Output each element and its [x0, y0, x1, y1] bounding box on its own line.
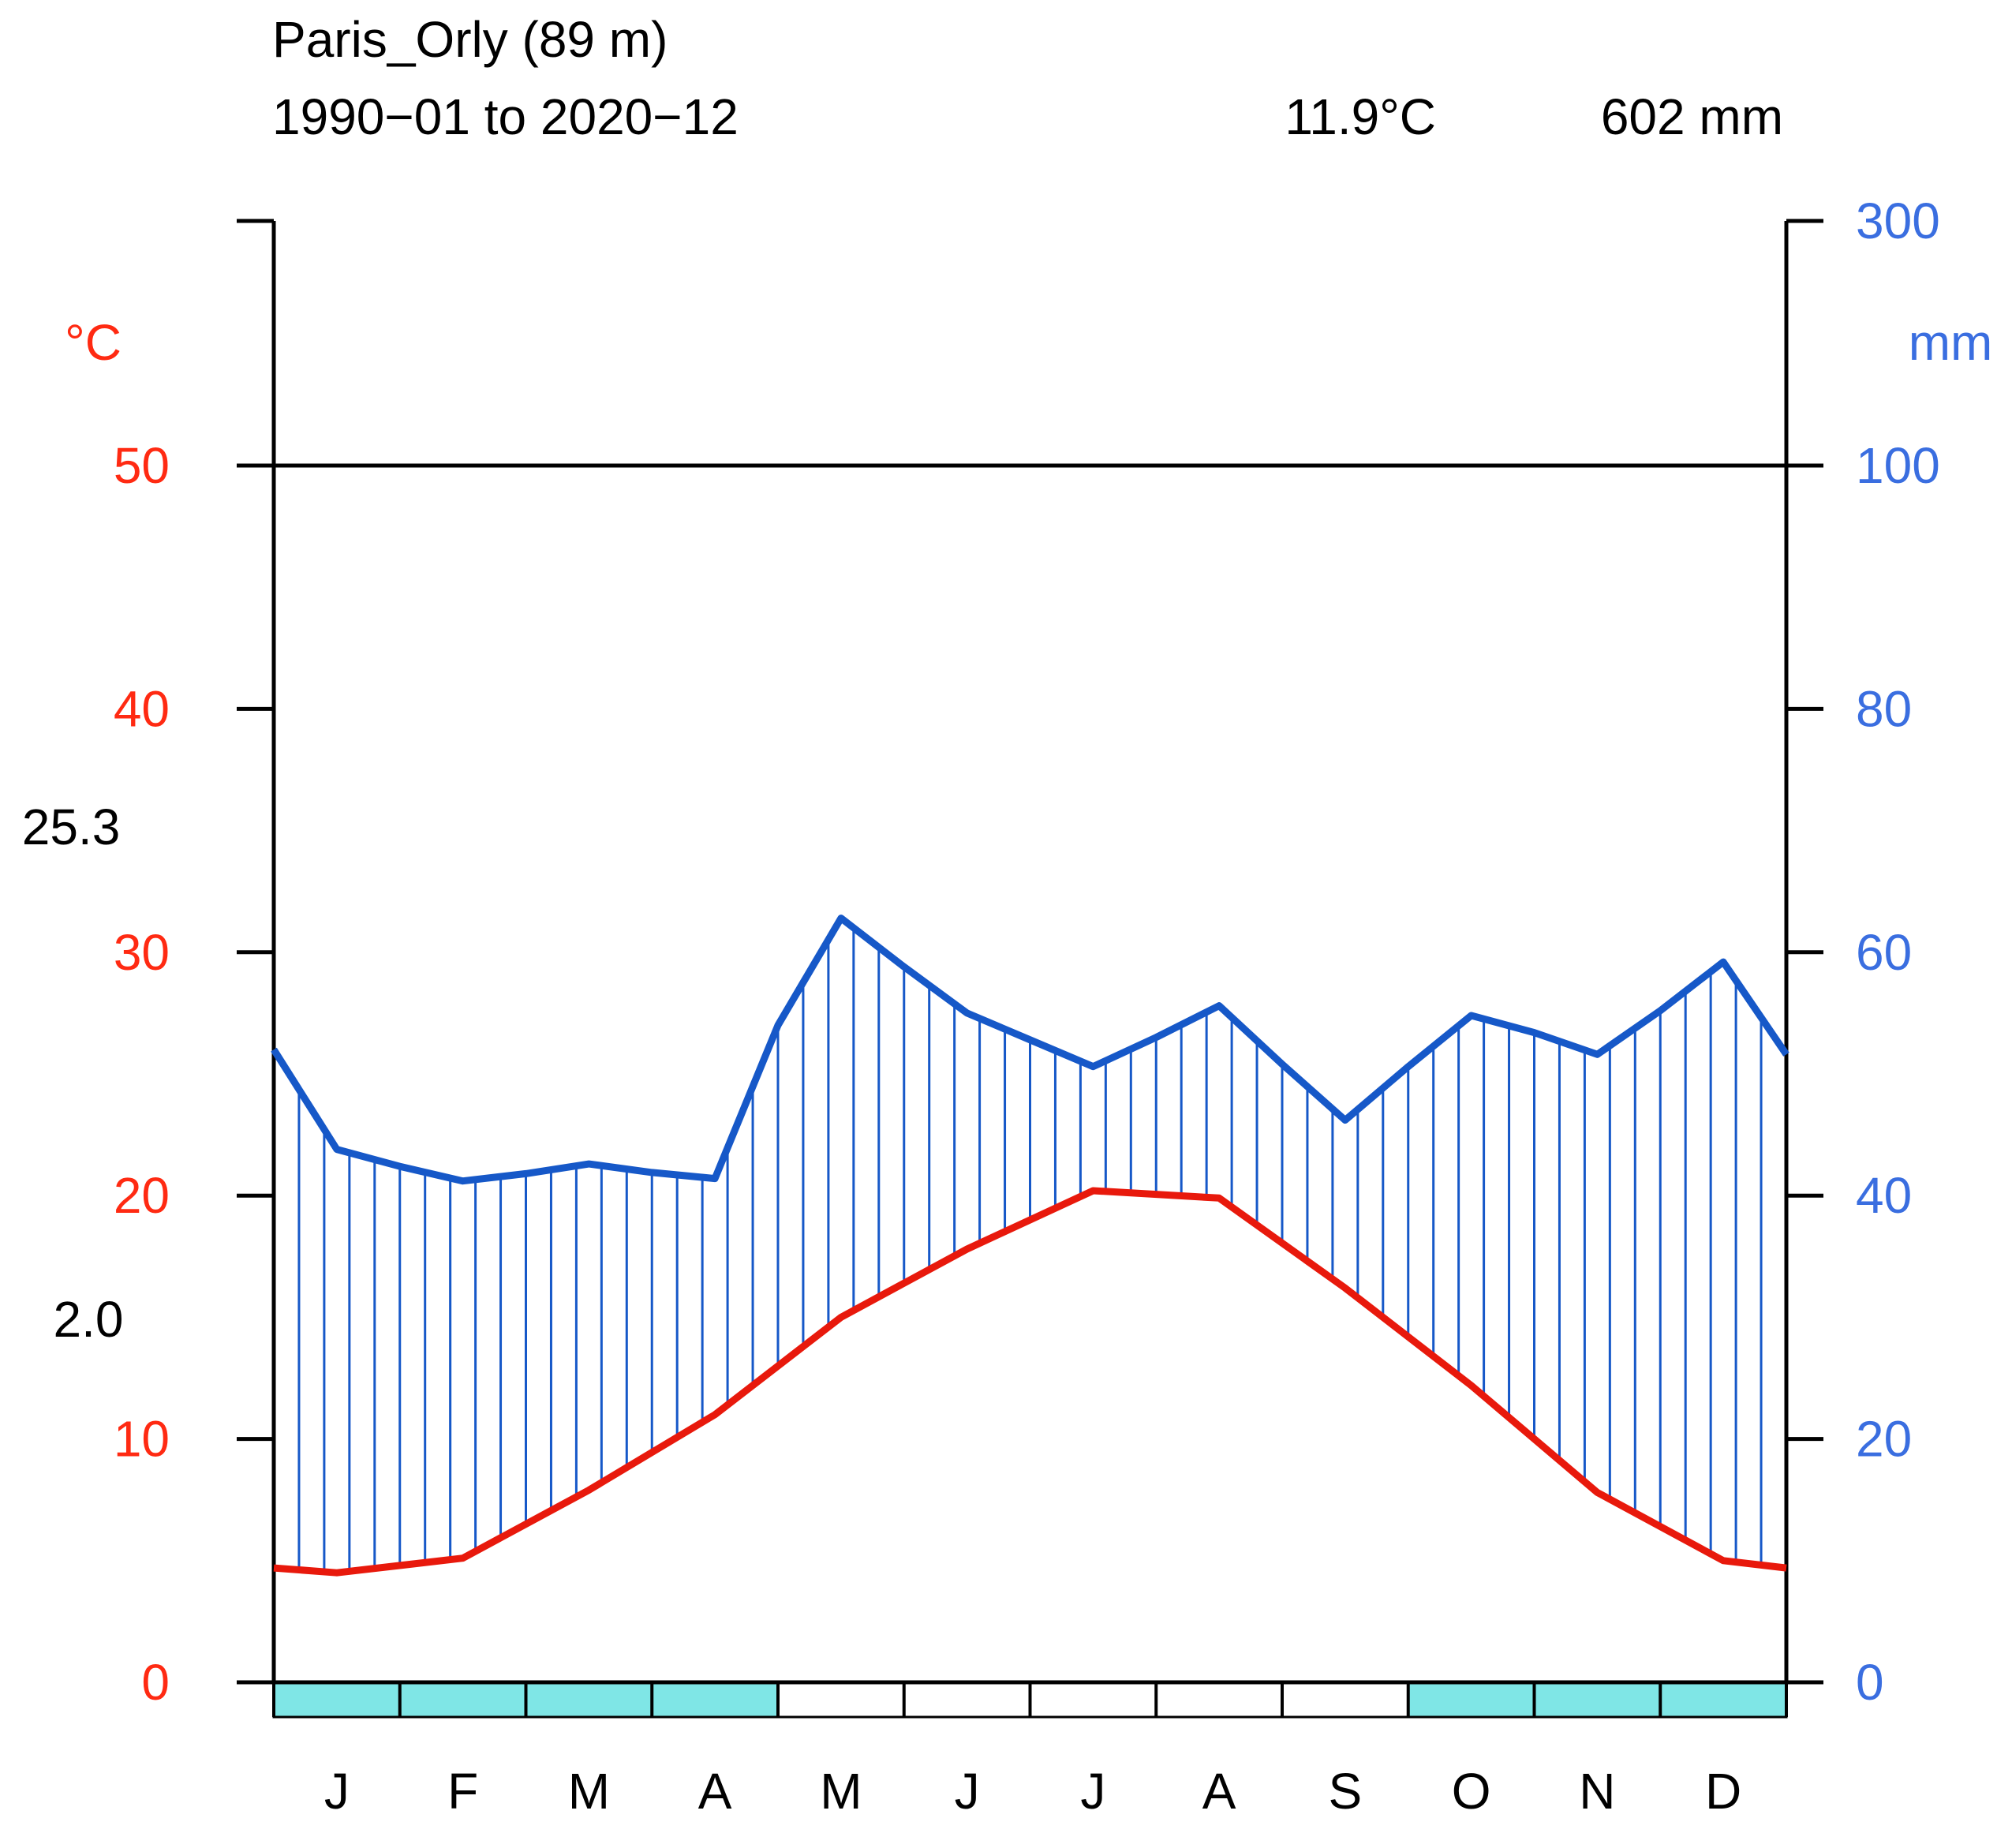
station-title: Paris_Orly (89 m)	[272, 11, 668, 68]
max-temp-label: 25.3	[22, 799, 121, 855]
min-temp-label: 2.0	[54, 1291, 124, 1348]
left-tick-label: 0	[141, 1654, 170, 1711]
axis-ticks: 0 10 20 30 40 50 0 20 40 60 80 100 300	[114, 193, 1940, 1711]
frost-month-cell	[525, 1681, 653, 1719]
left-tick-label: 40	[114, 680, 170, 737]
right-axis-unit: mm	[1909, 314, 1993, 371]
month-label: M	[568, 1763, 610, 1820]
month-label: A	[698, 1763, 732, 1820]
right-tick-label: 0	[1856, 1654, 1884, 1711]
left-tick-label: 30	[114, 924, 170, 981]
annual-precipitation: 602 mm	[1601, 88, 1783, 145]
mean-temperature: 11.9°C	[1285, 88, 1436, 145]
month-label: M	[820, 1763, 862, 1820]
period-label: 1990−01 to 2020−12	[272, 88, 739, 145]
left-axis-unit: °C	[65, 314, 122, 371]
frost-month-cell	[650, 1681, 780, 1719]
frost-month-cell	[1407, 1681, 1535, 1719]
precipitation-line	[271, 915, 1789, 1185]
frost-month-cell	[398, 1681, 527, 1719]
temperature-line	[273, 1187, 1787, 1577]
right-tick-label: 100	[1856, 437, 1940, 494]
left-tick-label: 10	[114, 1411, 170, 1468]
left-tick-label: 50	[114, 437, 170, 494]
humid-hatching	[272, 927, 1788, 1572]
right-tick-label: 60	[1856, 924, 1912, 981]
month-label: J	[1080, 1763, 1105, 1820]
left-tick-label: 20	[114, 1167, 170, 1224]
right-tick-label: 300	[1856, 193, 1940, 249]
month-label: F	[447, 1763, 478, 1820]
month-label: N	[1579, 1763, 1615, 1820]
right-tick-label: 20	[1856, 1411, 1912, 1468]
series-lines	[271, 915, 1789, 1577]
frost-month-cell	[1533, 1681, 1662, 1719]
month-label: A	[1202, 1763, 1236, 1820]
month-label: J	[324, 1763, 350, 1820]
right-tick-label: 40	[1856, 1167, 1912, 1224]
frost-month-cell	[1659, 1681, 1788, 1719]
frost-bar	[272, 1681, 1788, 1719]
month-label: O	[1452, 1763, 1491, 1820]
right-tick-label: 80	[1856, 680, 1912, 737]
month-label: S	[1329, 1763, 1363, 1820]
month-label: J	[955, 1763, 980, 1820]
frost-month-cell	[272, 1681, 402, 1719]
month-label: D	[1705, 1763, 1741, 1820]
